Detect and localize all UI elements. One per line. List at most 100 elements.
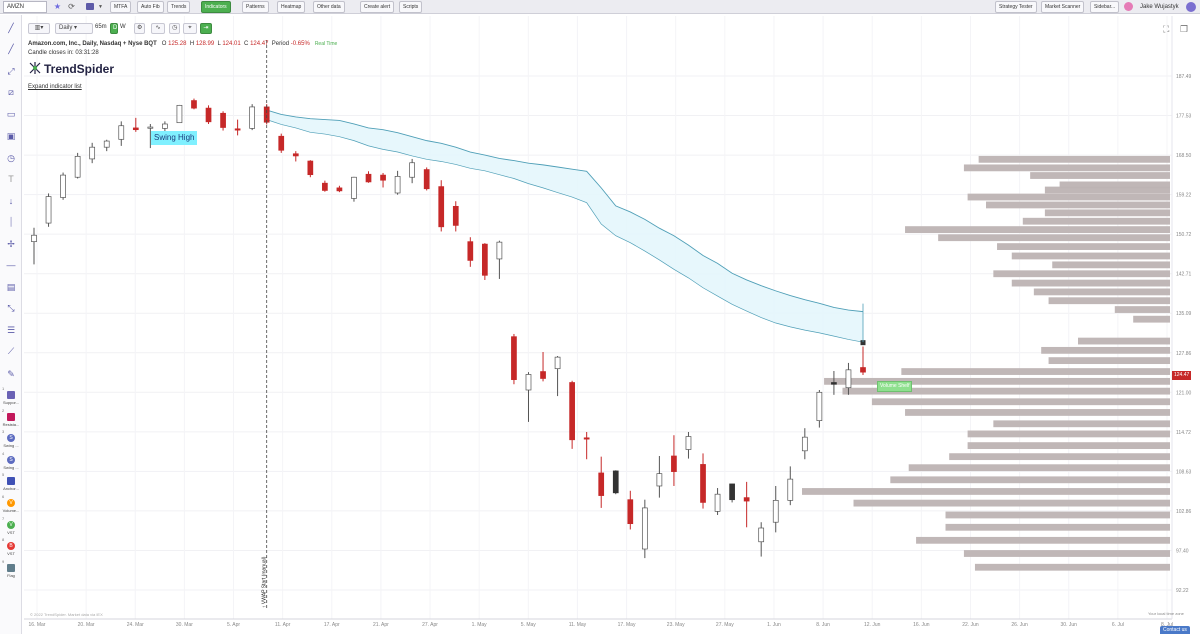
gear-icon[interactable]: ⚙ bbox=[134, 23, 145, 34]
replay-icon[interactable]: ⇥ bbox=[200, 23, 212, 34]
timeframe-65m[interactable]: 65m bbox=[95, 24, 107, 30]
fill-rectangle-tool-icon[interactable]: ▣ bbox=[6, 131, 16, 141]
timezone-label[interactable]: Your local time zone bbox=[1148, 611, 1184, 616]
trends-button[interactable]: Trends bbox=[167, 1, 191, 13]
volume-profile-bar bbox=[967, 442, 1170, 450]
candle bbox=[394, 170, 401, 195]
candle bbox=[234, 119, 241, 136]
grid-tool-icon[interactable]: ☰ bbox=[6, 325, 16, 335]
swing-high-label[interactable]: Swing High bbox=[151, 131, 198, 145]
drawing-item-2[interactable]: 2 Resista... bbox=[1, 408, 21, 427]
candle-body bbox=[554, 356, 561, 370]
candle bbox=[31, 227, 37, 265]
refresh-icon[interactable]: ⟳ bbox=[68, 2, 75, 11]
x-tick-label: 11. May bbox=[569, 622, 587, 628]
y-tick-label: 168.50 bbox=[1176, 153, 1192, 159]
candle-body bbox=[627, 499, 634, 525]
candle bbox=[714, 488, 721, 515]
candle bbox=[801, 428, 808, 460]
indicators-button[interactable]: Indicators bbox=[201, 1, 231, 13]
scripts-button[interactable]: Scripts bbox=[399, 1, 423, 13]
volume-shelf-label[interactable]: Volume Shelf bbox=[877, 381, 913, 392]
weekly-toggle[interactable]: W bbox=[120, 24, 126, 30]
create-alert-button[interactable]: Create alert bbox=[360, 1, 395, 13]
volume-profile-bar bbox=[967, 193, 1170, 201]
drawing-item-6[interactable]: 6 V Volume... bbox=[1, 494, 21, 513]
patterns-button[interactable]: Patterns bbox=[242, 1, 269, 13]
ray-tool-icon[interactable]: ╱ bbox=[8, 44, 14, 54]
vwap-start-line: ↑ VWAP Start (manual) bbox=[262, 40, 268, 608]
contact-us-button[interactable]: Contact us bbox=[1160, 626, 1190, 634]
volume-icon: V bbox=[7, 499, 15, 507]
indicator-wave-icon[interactable]: ∿ bbox=[151, 23, 165, 34]
candle-body bbox=[351, 176, 357, 199]
x-tick-label: 21. Apr bbox=[373, 622, 389, 628]
fullscreen-icon[interactable]: ⛶ bbox=[1163, 24, 1170, 34]
x-tick-label: 11. Apr bbox=[275, 622, 291, 628]
candle bbox=[147, 123, 154, 149]
x-tick-label: 5. May bbox=[521, 622, 537, 628]
symbol-input[interactable]: AMZN bbox=[3, 1, 47, 13]
drawing-item-8[interactable]: 8 B VST bbox=[1, 537, 21, 556]
other-data-button[interactable]: Other data bbox=[313, 1, 345, 13]
candle-body bbox=[729, 483, 735, 501]
chart-type-button[interactable]: ▥▾ bbox=[28, 23, 50, 34]
crosshair-icon[interactable]: ⌖ bbox=[183, 23, 197, 34]
x-tick-label: 27. May bbox=[716, 622, 734, 628]
x-tick-label: 30. Jun bbox=[1061, 622, 1078, 628]
expand-indicator-link[interactable]: Expand indicator list bbox=[28, 84, 82, 90]
notification-icon[interactable] bbox=[1124, 2, 1133, 11]
candle-body bbox=[438, 186, 445, 228]
candle-body bbox=[292, 153, 299, 157]
mtfa-button[interactable]: MTFA bbox=[110, 1, 132, 13]
star-icon[interactable]: ★ bbox=[53, 2, 62, 11]
candle bbox=[700, 453, 706, 509]
sidebar-button[interactable]: Sidebar... bbox=[1090, 1, 1120, 13]
clock-tool-icon[interactable]: ◷ bbox=[7, 153, 15, 163]
x-tick-label: 20. Mar bbox=[78, 622, 95, 628]
market-scanner-button[interactable]: Market Scanner bbox=[1041, 1, 1085, 13]
drawing-item-1[interactable]: 1 Suppor... bbox=[1, 386, 21, 405]
heatmap-button[interactable]: Heatmap bbox=[277, 1, 306, 13]
strategy-tester-button[interactable]: Strategy Tester bbox=[995, 1, 1037, 13]
arrow-down-tool-icon[interactable]: ↓ bbox=[8, 196, 14, 206]
horizontal-line-tool-icon[interactable]: — bbox=[6, 260, 16, 270]
drawing-item-7[interactable]: 7 V VST bbox=[1, 516, 21, 535]
candle bbox=[60, 172, 66, 200]
x-tick-label: 22. Jun bbox=[962, 622, 979, 628]
rectangle-tool-icon[interactable]: ▭ bbox=[6, 109, 16, 119]
measure-tool-icon[interactable]: ⤡ bbox=[7, 303, 15, 313]
drawing-label: Resista... bbox=[2, 422, 20, 427]
drawing-item-5[interactable]: 5 Anchor... bbox=[1, 472, 21, 491]
candle-body bbox=[758, 527, 765, 543]
autofib-button[interactable]: Auto Fib bbox=[137, 1, 164, 13]
avatar[interactable] bbox=[1186, 2, 1196, 12]
x-tick-label: 8. Jun bbox=[816, 622, 830, 628]
drawing-num: 8 bbox=[2, 537, 5, 542]
color-swatch[interactable] bbox=[86, 3, 94, 10]
pitchfork-tool-icon[interactable]: ⤢ bbox=[7, 66, 15, 76]
channel-tool-icon[interactable]: ⧄ bbox=[8, 87, 14, 97]
candle-body bbox=[816, 391, 823, 421]
y-tick-label: 92.22 bbox=[1176, 588, 1189, 594]
brush-tool-icon[interactable]: ✎ bbox=[7, 369, 15, 379]
brand-logo: TrendSpider bbox=[28, 61, 114, 77]
vertical-line-tool-icon[interactable]: ⏐ bbox=[8, 217, 14, 227]
text-tool-icon[interactable]: T bbox=[8, 174, 14, 184]
drawing-item-9[interactable]: 9 Flag bbox=[1, 559, 21, 578]
window-icon[interactable]: ❐ bbox=[1180, 24, 1189, 34]
last-marker bbox=[860, 340, 866, 346]
clock-icon[interactable]: ◷ bbox=[169, 23, 180, 34]
drawing-item-3[interactable]: 3 S Swing ... bbox=[1, 429, 21, 448]
path-tool-icon[interactable]: ⟋ bbox=[7, 346, 15, 356]
user-name[interactable]: Jake Wujastyk bbox=[1140, 4, 1179, 10]
daily-toggle[interactable]: D bbox=[110, 23, 118, 34]
chevron-down-icon[interactable]: ▼ bbox=[98, 4, 103, 10]
drawing-item-4[interactable]: 4 S Swing ... bbox=[1, 451, 21, 470]
cross-tool-icon[interactable]: ✢ bbox=[7, 239, 15, 249]
trendline-tool-icon[interactable]: ╱ bbox=[8, 23, 14, 33]
fib-tool-icon[interactable]: ▤ bbox=[6, 282, 16, 292]
interval-select[interactable]: Daily ▾ bbox=[55, 23, 93, 34]
candle-body bbox=[162, 123, 168, 129]
